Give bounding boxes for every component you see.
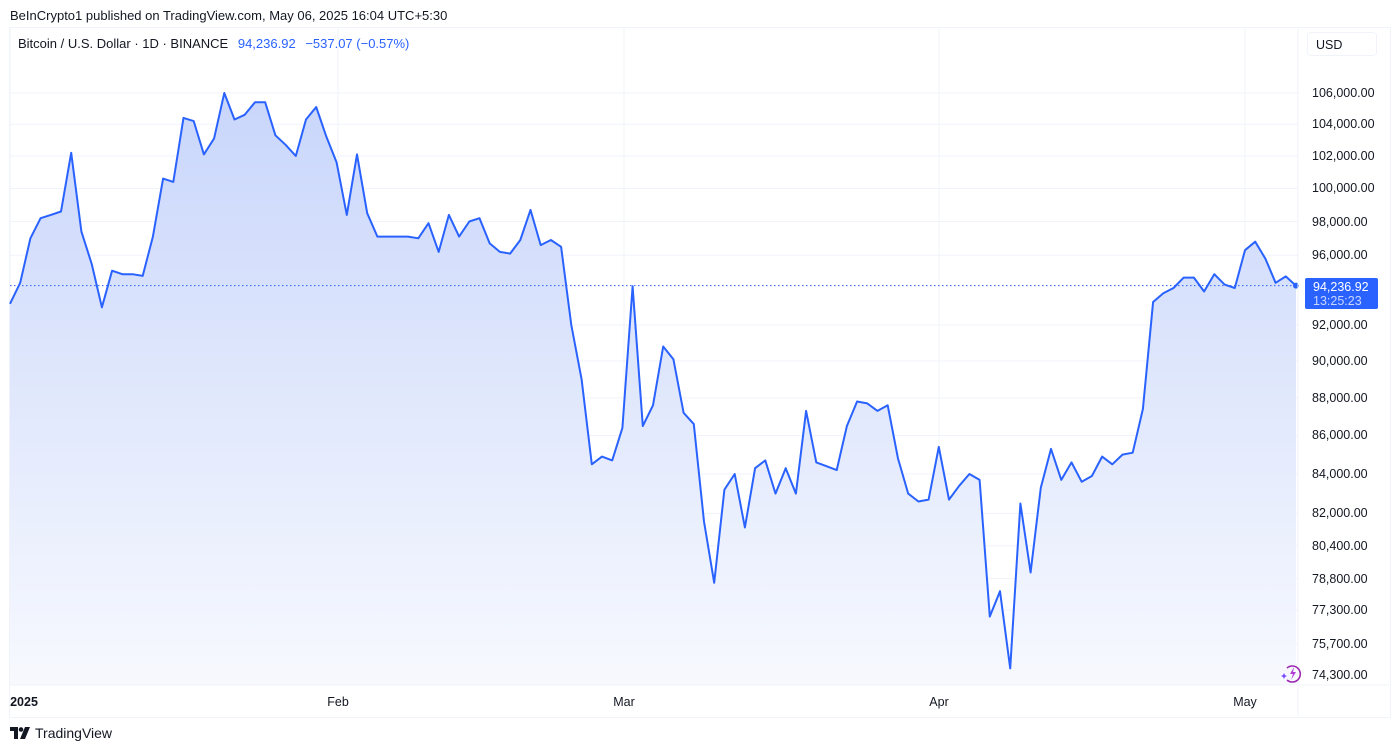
published-caption: BeInCrypto1 published on TradingView.com… — [10, 8, 448, 23]
symbol-title: Bitcoin / U.S. Dollar · 1D · BINANCE — [18, 36, 229, 51]
time-axis-label: May — [1233, 695, 1257, 709]
price-axis-label: 90,000.00 — [1312, 354, 1368, 368]
time-axis-label: Apr — [929, 695, 949, 709]
bar-countdown: 13:25:23 — [1313, 294, 1362, 308]
lightning-spark-icon[interactable] — [1280, 662, 1304, 686]
time-axis-label: Mar — [613, 695, 635, 709]
price-axis-label: 104,000.00 — [1312, 117, 1375, 132]
price-axis-label: 100,000.00 — [1312, 181, 1375, 196]
tradingview-logo-icon — [10, 727, 30, 739]
tradingview-wordmark: TradingView — [35, 725, 113, 741]
price-axis-label: 84,000.00 — [1312, 467, 1368, 482]
price-axis-label: 78,800.00 — [1312, 571, 1368, 586]
price-axis-label: 77,300.00 — [1312, 603, 1368, 618]
price-line — [9, 92, 1297, 670]
price-axis-label: 74,300.00 — [1312, 668, 1368, 682]
price-axis-label: 82,000.00 — [1312, 506, 1368, 521]
price-axis-label: 88,000.00 — [1312, 390, 1368, 405]
price-axis-label: 75,700.00 — [1312, 637, 1368, 652]
last-price-tag: 94,236.92 13:25:23 — [1305, 278, 1378, 309]
price-change-value: −537.07 (−0.57%) — [305, 36, 410, 51]
price-axis-label: 96,000.00 — [1312, 248, 1368, 263]
last-price-tag-value: 94,236.92 — [1313, 280, 1369, 294]
price-area — [10, 93, 1296, 685]
price-axis-label: 86,000.00 — [1312, 428, 1368, 443]
tradingview-logo[interactable]: TradingView — [10, 725, 112, 741]
last-price-value: 94,236.92 — [237, 36, 296, 51]
currency-button[interactable]: USD — [1307, 32, 1377, 56]
time-axis-label: 2025 — [10, 695, 38, 709]
price-axis-label: 98,000.00 — [1312, 214, 1368, 229]
price-axis-label: 80,400.00 — [1312, 538, 1368, 553]
price-axis-label: 106,000.00 — [1312, 86, 1375, 100]
symbol-legend[interactable]: Bitcoin / U.S. Dollar · 1D · BINANCE 94,… — [18, 36, 409, 51]
price-axis-label: 92,000.00 — [1312, 318, 1368, 332]
price-axis-label: 102,000.00 — [1312, 149, 1375, 163]
time-axis-label: Feb — [327, 695, 349, 709]
